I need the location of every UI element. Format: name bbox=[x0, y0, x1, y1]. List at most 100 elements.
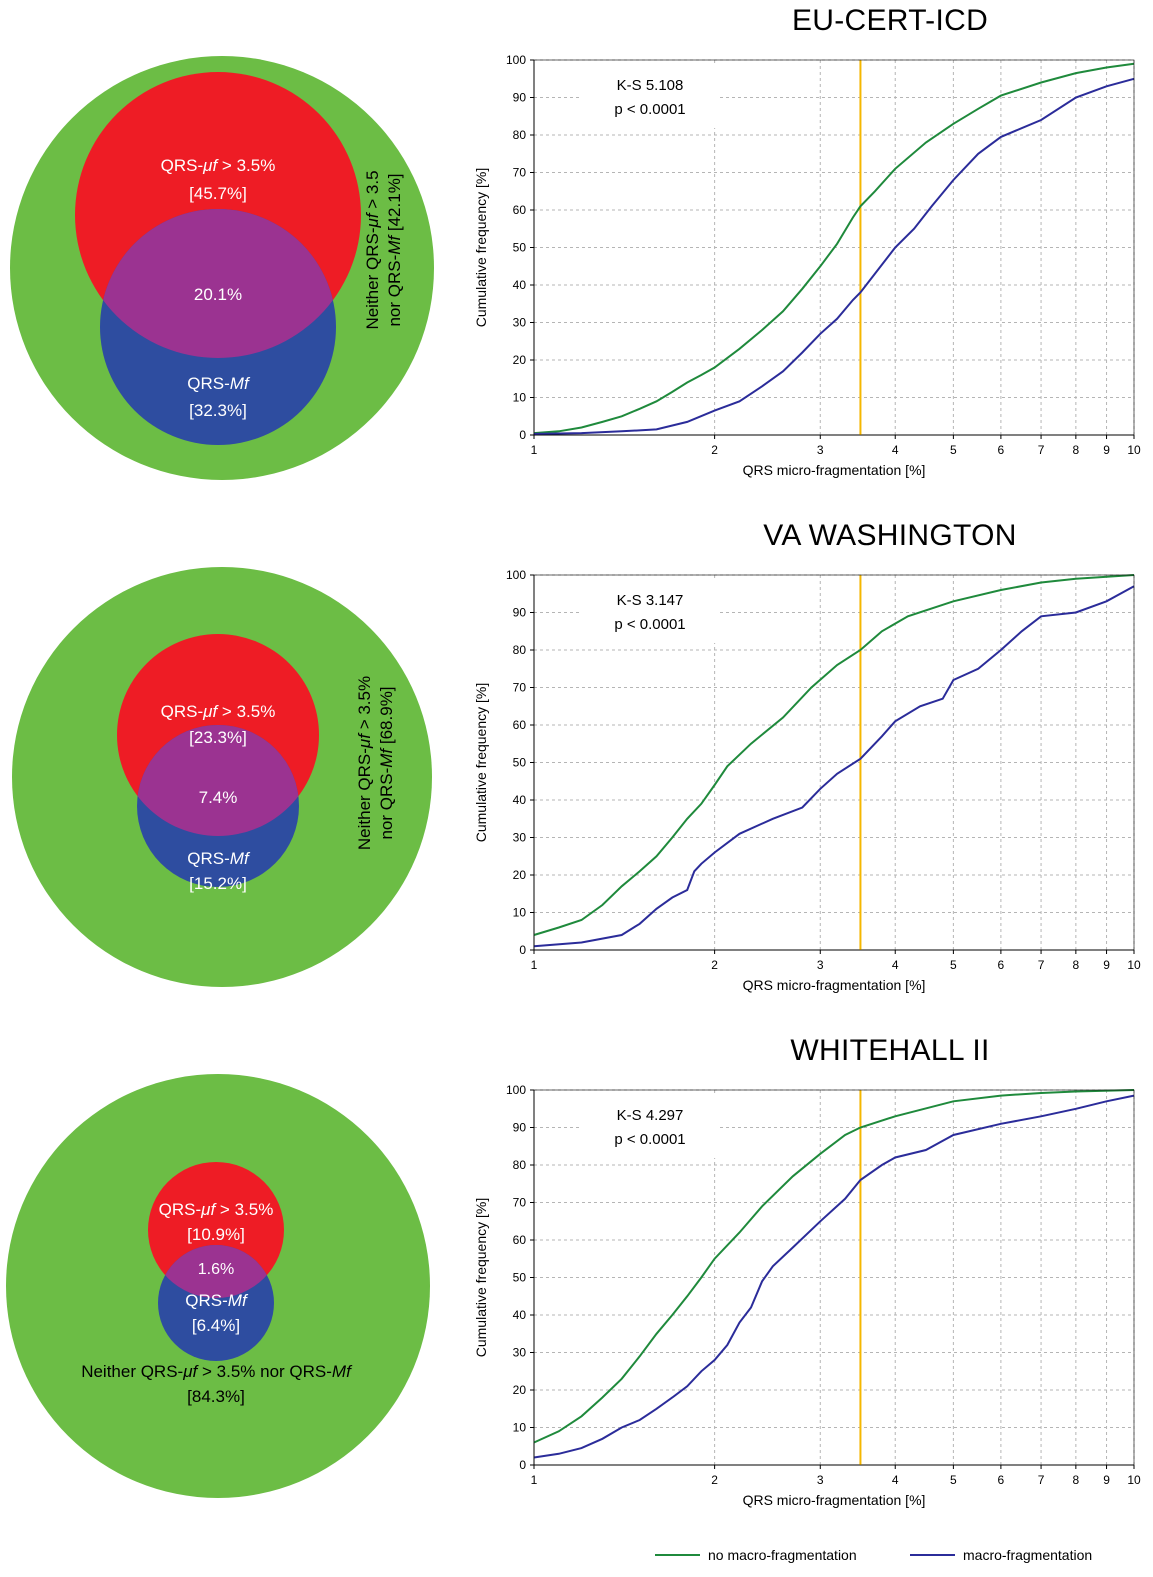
x-tick-label: 8 bbox=[1073, 443, 1080, 457]
svg-text:nor QRS-Mf [42.1%]: nor QRS-Mf [42.1%] bbox=[385, 173, 404, 326]
svg-text:Neither QRS-μf > 3.5%: Neither QRS-μf > 3.5% bbox=[355, 676, 374, 850]
venn-neither-label: Neither QRS-μf > 3.5% nor QRS-Mf bbox=[81, 1362, 353, 1381]
y-tick-label: 20 bbox=[513, 1383, 527, 1397]
panel-title: EU-CERT-ICD bbox=[791, 4, 989, 37]
y-tick-label: 30 bbox=[513, 831, 527, 845]
x-tick-label: 8 bbox=[1073, 1473, 1080, 1487]
venn-overlap bbox=[158, 1245, 274, 1298]
venn-overlap-pct: 7.4% bbox=[199, 788, 238, 807]
plot-frame bbox=[533, 1089, 1135, 1466]
x-tick-label: 5 bbox=[950, 443, 957, 457]
x-tick-label: 6 bbox=[998, 443, 1005, 457]
x-tick-label: 4 bbox=[892, 443, 899, 457]
venn-uf-pct: [23.3%] bbox=[189, 728, 247, 747]
y-tick-label: 0 bbox=[519, 428, 526, 442]
series-no-macro-fragmentation bbox=[533, 574, 1135, 936]
ks-statistic: K-S 5.108 bbox=[617, 77, 684, 94]
venn-neither-label: Neither QRS-μf > 3.5% nor QRS-Mf [68.9%] bbox=[355, 676, 396, 850]
venn-overlap-pct: 1.6% bbox=[198, 1261, 234, 1278]
annotation-box bbox=[582, 66, 718, 128]
ks-statistic: K-S 4.297 bbox=[617, 1107, 684, 1124]
x-tick-label: 1 bbox=[531, 443, 538, 457]
y-tick-label: 70 bbox=[513, 166, 527, 180]
venn-mf-label: QRS-Mf bbox=[185, 1291, 249, 1310]
y-tick-label: 60 bbox=[513, 1233, 527, 1247]
y-axis-label: Cumulative frequency [%] bbox=[473, 1198, 489, 1358]
venn-mf-label: QRS-Mf bbox=[187, 374, 251, 393]
y-tick-label: 90 bbox=[513, 606, 527, 620]
venn-diagram: QRS-μf > 3.5% [10.9%] 1.6% QRS-Mf [6.4%]… bbox=[6, 1074, 430, 1498]
x-tick-label: 10 bbox=[1127, 443, 1141, 457]
venn-diagram: QRS-μf > 3.5% [23.3%] 7.4% QRS-Mf [15.2%… bbox=[12, 567, 432, 987]
x-tick-label: 4 bbox=[892, 958, 899, 972]
series-macro-fragmentation bbox=[533, 77, 1135, 435]
venn-overlap-pct: 20.1% bbox=[194, 285, 242, 304]
venn-neither-label: Neither QRS-μf > 3.5 nor QRS-Mf [42.1%] bbox=[363, 170, 404, 329]
x-tick-label: 4 bbox=[892, 1473, 899, 1487]
x-tick-label: 3 bbox=[817, 1473, 824, 1487]
y-tick-label: 0 bbox=[519, 943, 526, 957]
x-tick-label: 9 bbox=[1103, 443, 1110, 457]
x-tick-label: 6 bbox=[998, 1473, 1005, 1487]
x-tick-label: 7 bbox=[1038, 443, 1045, 457]
legend-label-no-macro: no macro-fragmentation bbox=[708, 1547, 857, 1563]
chart-legend: no macro-fragmentation macro-fragmentati… bbox=[655, 1547, 1092, 1563]
plot-frame bbox=[533, 574, 1135, 951]
x-tick-label: 2 bbox=[711, 958, 718, 972]
x-axis-label: QRS micro-fragmentation [%] bbox=[743, 462, 926, 478]
y-tick-label: 40 bbox=[513, 1308, 527, 1322]
legend-label-macro: macro-fragmentation bbox=[963, 1547, 1092, 1563]
y-tick-label: 70 bbox=[513, 681, 527, 695]
x-tick-label: 2 bbox=[711, 443, 718, 457]
p-value: p < 0.0001 bbox=[614, 1131, 685, 1148]
venn-mf-pct: [6.4%] bbox=[192, 1316, 240, 1335]
y-tick-label: 30 bbox=[513, 1346, 527, 1360]
x-tick-label: 6 bbox=[998, 958, 1005, 972]
venn-mf-label: QRS-Mf bbox=[187, 849, 251, 868]
series-macro-fragmentation bbox=[533, 1094, 1135, 1459]
panel-eu-cert-icd: EU-CERT-ICD QRS-μf > 3.5% [45.7%] 20.1% … bbox=[0, 0, 1153, 510]
y-tick-label: 50 bbox=[513, 1271, 527, 1285]
y-tick-label: 60 bbox=[513, 718, 527, 732]
venn-uf-pct: [45.7%] bbox=[189, 184, 247, 203]
y-tick-label: 50 bbox=[513, 756, 527, 770]
x-axis-label: QRS micro-fragmentation [%] bbox=[743, 977, 926, 993]
x-tick-label: 5 bbox=[950, 1473, 957, 1487]
venn-uf-label: QRS-μf > 3.5% bbox=[159, 1200, 274, 1219]
x-tick-label: 9 bbox=[1103, 1473, 1110, 1487]
x-tick-label: 10 bbox=[1127, 1473, 1141, 1487]
y-tick-label: 10 bbox=[513, 906, 527, 920]
venn-neither-pct: [84.3%] bbox=[187, 1387, 245, 1406]
x-tick-label: 3 bbox=[817, 958, 824, 972]
x-tick-label: 1 bbox=[531, 1473, 538, 1487]
panel-title: VA WASHINGTON bbox=[763, 519, 1017, 552]
venn-overlap bbox=[100, 209, 336, 358]
venn-mf-pct: [32.3%] bbox=[189, 401, 247, 420]
x-tick-label: 10 bbox=[1127, 958, 1141, 972]
x-tick-label: 3 bbox=[817, 443, 824, 457]
x-tick-label: 8 bbox=[1073, 958, 1080, 972]
y-tick-label: 40 bbox=[513, 793, 527, 807]
annotation-box bbox=[582, 581, 718, 643]
y-tick-label: 100 bbox=[506, 53, 526, 67]
panel-title: WHITEHALL II bbox=[790, 1034, 990, 1067]
venn-uf-label: QRS-μf > 3.5% bbox=[161, 156, 276, 175]
y-tick-label: 10 bbox=[513, 391, 527, 405]
p-value: p < 0.0001 bbox=[614, 101, 685, 118]
y-tick-label: 20 bbox=[513, 353, 527, 367]
y-tick-label: 20 bbox=[513, 868, 527, 882]
y-tick-label: 100 bbox=[506, 1083, 526, 1097]
y-tick-label: 80 bbox=[513, 1158, 527, 1172]
panel-va-washington: VA WASHINGTON QRS-μf > 3.5% [23.3%] 7.4%… bbox=[0, 515, 1153, 1025]
y-tick-label: 50 bbox=[513, 241, 527, 255]
x-tick-label: 7 bbox=[1038, 1473, 1045, 1487]
y-tick-label: 70 bbox=[513, 1196, 527, 1210]
venn-overlap bbox=[137, 725, 299, 836]
plot-frame bbox=[533, 59, 1135, 436]
y-tick-label: 0 bbox=[519, 1458, 526, 1472]
venn-mf-pct: [15.2%] bbox=[189, 874, 247, 893]
x-tick-label: 1 bbox=[531, 958, 538, 972]
venn-uf-pct: [10.9%] bbox=[187, 1225, 245, 1244]
y-tick-label: 80 bbox=[513, 643, 527, 657]
